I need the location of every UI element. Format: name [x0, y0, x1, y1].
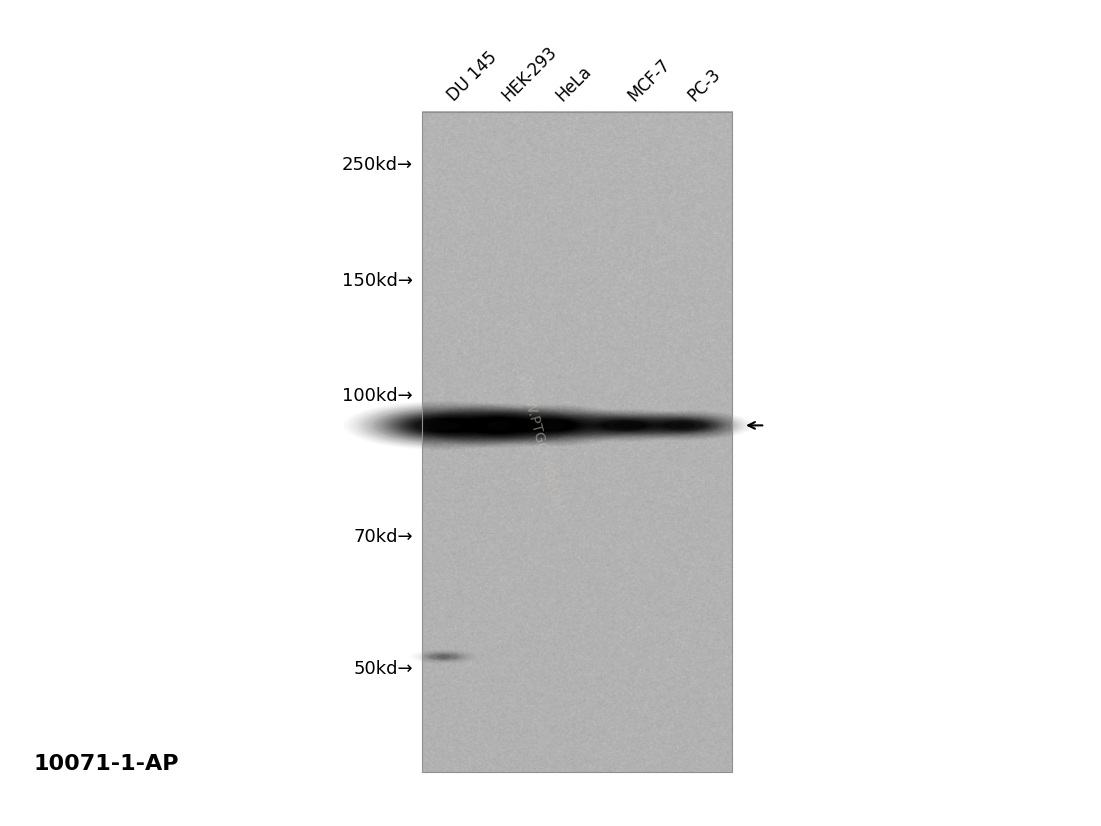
Text: 150kd→: 150kd→: [342, 272, 413, 290]
Ellipse shape: [410, 417, 478, 434]
Ellipse shape: [584, 416, 665, 434]
Ellipse shape: [579, 415, 669, 436]
Ellipse shape: [674, 422, 696, 429]
Ellipse shape: [517, 416, 588, 434]
Ellipse shape: [505, 413, 600, 438]
Ellipse shape: [462, 415, 535, 436]
Ellipse shape: [403, 415, 484, 435]
Ellipse shape: [451, 411, 546, 439]
Ellipse shape: [665, 421, 705, 430]
Ellipse shape: [663, 420, 707, 430]
Ellipse shape: [429, 654, 458, 660]
Ellipse shape: [588, 417, 661, 434]
Ellipse shape: [377, 409, 511, 442]
Ellipse shape: [577, 415, 672, 436]
Ellipse shape: [590, 417, 658, 434]
Ellipse shape: [661, 420, 709, 431]
Ellipse shape: [379, 410, 509, 441]
Ellipse shape: [522, 417, 584, 434]
Ellipse shape: [601, 420, 647, 430]
Ellipse shape: [501, 411, 604, 439]
Ellipse shape: [472, 417, 525, 434]
Ellipse shape: [460, 414, 537, 437]
Ellipse shape: [581, 415, 667, 435]
Ellipse shape: [592, 418, 656, 433]
Ellipse shape: [653, 418, 717, 433]
Ellipse shape: [656, 419, 713, 432]
Ellipse shape: [443, 409, 555, 442]
Ellipse shape: [586, 416, 663, 434]
Text: 70kd→: 70kd→: [353, 528, 413, 546]
Ellipse shape: [642, 415, 728, 435]
Ellipse shape: [428, 653, 459, 660]
Ellipse shape: [651, 418, 719, 433]
Ellipse shape: [648, 417, 721, 434]
Ellipse shape: [527, 419, 578, 432]
Ellipse shape: [530, 420, 576, 431]
Ellipse shape: [470, 417, 527, 434]
Ellipse shape: [445, 410, 553, 441]
Ellipse shape: [415, 418, 472, 433]
Ellipse shape: [447, 410, 550, 441]
Ellipse shape: [385, 411, 502, 439]
Ellipse shape: [382, 411, 505, 440]
Text: 10071-1-AP: 10071-1-AP: [33, 754, 178, 774]
Ellipse shape: [658, 420, 711, 431]
Text: DU 145: DU 145: [444, 49, 500, 105]
Ellipse shape: [515, 415, 590, 435]
Ellipse shape: [539, 421, 566, 430]
Ellipse shape: [456, 413, 542, 438]
Ellipse shape: [655, 419, 715, 432]
Ellipse shape: [644, 416, 726, 434]
Text: HeLa: HeLa: [553, 63, 596, 105]
Ellipse shape: [613, 422, 635, 429]
Ellipse shape: [394, 413, 493, 438]
Ellipse shape: [458, 414, 539, 437]
Ellipse shape: [389, 411, 499, 439]
Ellipse shape: [454, 412, 544, 439]
Ellipse shape: [646, 417, 723, 434]
Ellipse shape: [400, 415, 488, 436]
Ellipse shape: [499, 411, 607, 439]
Ellipse shape: [508, 414, 598, 437]
Text: MCF-7: MCF-7: [624, 55, 674, 105]
Text: WWW.PTGCLABCOM: WWW.PTGCLABCOM: [514, 372, 565, 512]
Ellipse shape: [520, 416, 586, 434]
Text: 100kd→: 100kd→: [342, 387, 413, 406]
Ellipse shape: [475, 418, 523, 433]
Ellipse shape: [373, 408, 514, 443]
Ellipse shape: [503, 412, 602, 439]
Ellipse shape: [428, 420, 459, 430]
Ellipse shape: [495, 411, 610, 440]
Ellipse shape: [437, 655, 450, 658]
Text: 250kd→: 250kd→: [341, 156, 413, 174]
Ellipse shape: [603, 420, 645, 430]
Ellipse shape: [468, 416, 530, 434]
Text: 50kd→: 50kd→: [353, 660, 413, 678]
Bar: [422, 112, 732, 772]
Ellipse shape: [487, 421, 511, 430]
Ellipse shape: [595, 419, 654, 432]
Ellipse shape: [391, 412, 497, 439]
Ellipse shape: [525, 418, 580, 433]
Ellipse shape: [599, 420, 650, 431]
Ellipse shape: [449, 411, 548, 440]
Ellipse shape: [406, 416, 481, 434]
Ellipse shape: [477, 419, 521, 432]
Ellipse shape: [510, 414, 595, 437]
Ellipse shape: [397, 414, 490, 437]
Text: PC-3: PC-3: [685, 65, 724, 105]
Ellipse shape: [513, 415, 592, 436]
Ellipse shape: [466, 415, 532, 435]
Text: HEK-293: HEK-293: [499, 43, 560, 105]
Ellipse shape: [597, 419, 652, 432]
Ellipse shape: [412, 418, 476, 433]
